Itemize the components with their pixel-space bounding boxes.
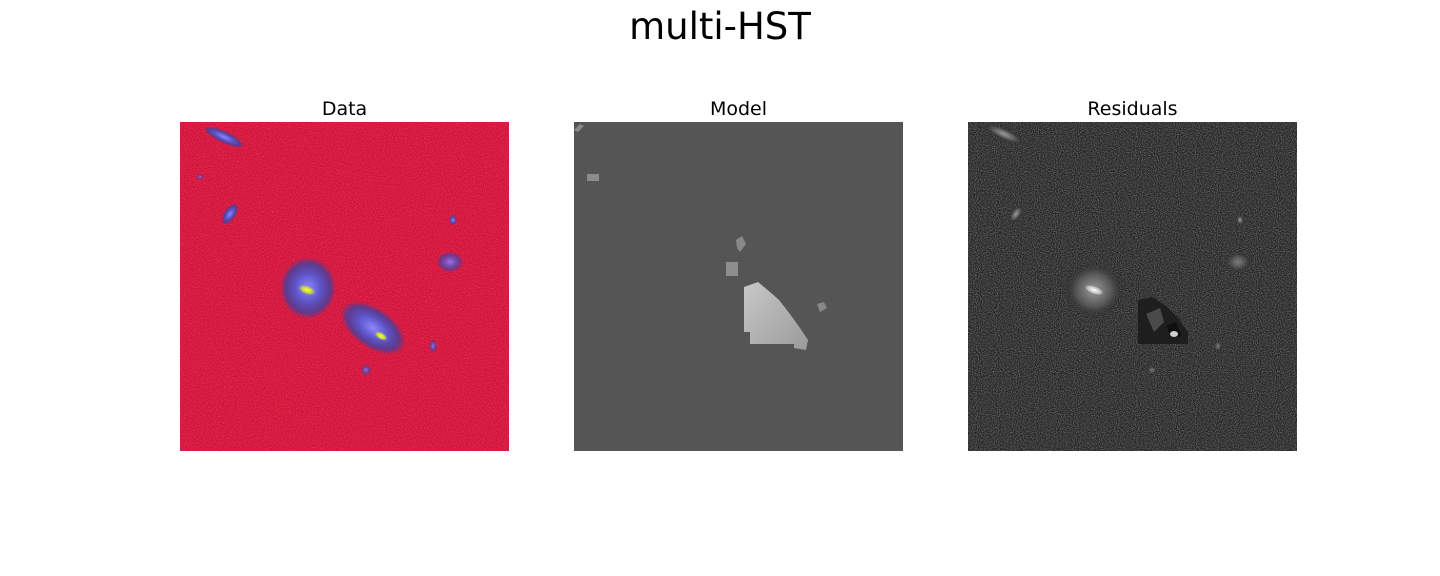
data-source-right-small bbox=[449, 215, 457, 225]
data-source-lower-right bbox=[429, 340, 437, 352]
residual-source-bottom bbox=[1147, 366, 1157, 374]
model-image bbox=[574, 122, 903, 451]
residual-source-right bbox=[1236, 215, 1244, 225]
model-source-middle-left bbox=[726, 262, 738, 276]
data-source-right-diffuse bbox=[437, 252, 463, 272]
residual-source-top-left bbox=[983, 123, 1025, 145]
model-background bbox=[574, 122, 903, 451]
data-source-top-left bbox=[203, 126, 245, 148]
model-source-right-small bbox=[817, 302, 827, 312]
residual-galaxy-core bbox=[1082, 283, 1106, 297]
panel-title-residuals: Residuals bbox=[1087, 98, 1178, 120]
data-galaxy-core-right bbox=[373, 330, 389, 342]
data-source-left-dot bbox=[196, 174, 204, 180]
model-source-middle-top bbox=[736, 236, 746, 252]
panel-title-data: Data bbox=[321, 98, 368, 120]
residuals-image bbox=[968, 122, 1297, 451]
data-galaxy-core-left bbox=[297, 284, 317, 296]
figure-title: multi-HST bbox=[629, 5, 811, 48]
model-source-top-left bbox=[587, 174, 599, 181]
panel-title-model: Model bbox=[709, 98, 768, 120]
model-main-block bbox=[744, 282, 808, 350]
residual-source-right-diffuse bbox=[1225, 252, 1251, 272]
residual-source-left bbox=[1008, 205, 1024, 223]
residual-source-lower-right bbox=[1214, 341, 1222, 351]
data-source-left bbox=[221, 203, 239, 225]
data-image bbox=[180, 122, 509, 451]
data-source-bottom bbox=[361, 365, 371, 375]
data-galaxy-main-right bbox=[340, 301, 406, 355]
model-corner-artifact bbox=[574, 124, 584, 132]
